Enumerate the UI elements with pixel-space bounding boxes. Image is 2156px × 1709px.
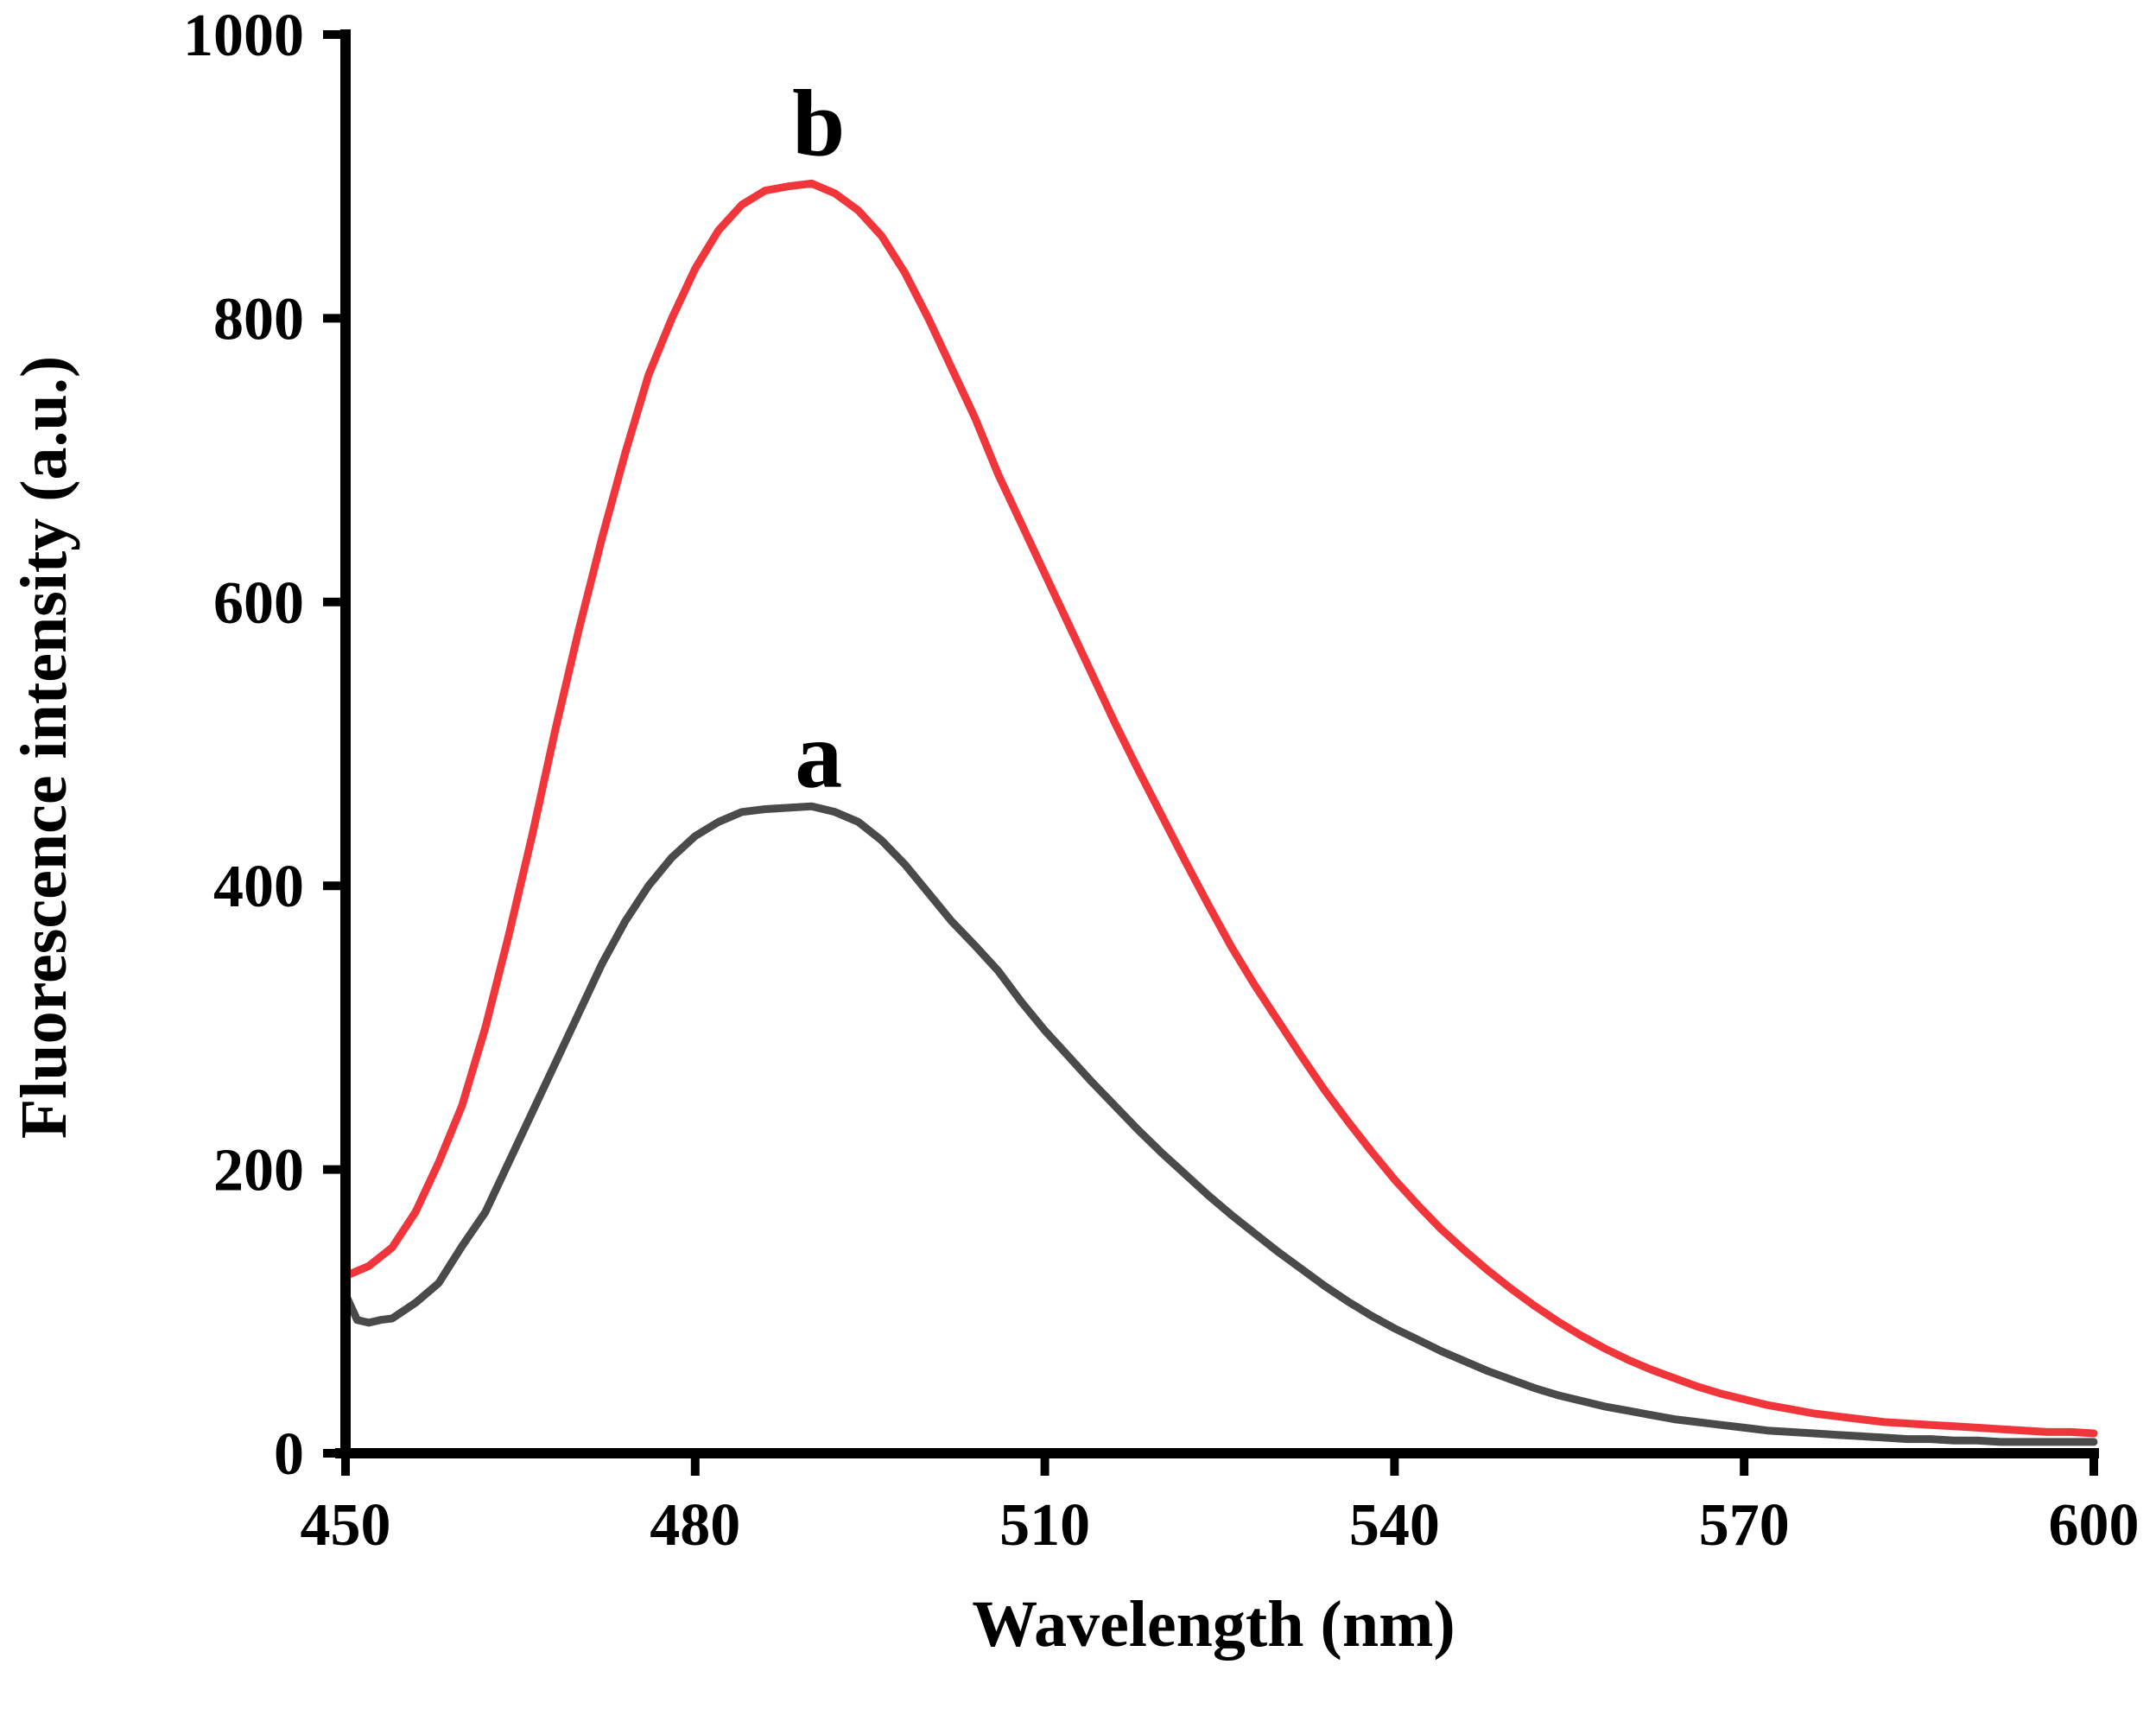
series-line-b (341, 179, 2098, 1438)
x-tick-label-450: 450 (301, 1492, 391, 1559)
series-line-a (341, 802, 2098, 1446)
x-tick-label-600: 600 (2049, 1492, 2140, 1559)
y-tick-label-400: 400 (213, 854, 304, 920)
ticks-layer (323, 30, 2098, 1476)
x-tick-label-510: 510 (999, 1492, 1090, 1559)
y-tick-label-800: 800 (213, 286, 304, 353)
x-axis-title: Wavelength (nm) (972, 1588, 1455, 1661)
series-layer (341, 179, 2098, 1446)
x-tick-label-480: 480 (650, 1492, 740, 1559)
series-label-b: b (792, 71, 845, 176)
labels-layer: 450 480 510 540 570 600 0 200 400 600 800 1000 (183, 3, 2140, 1559)
y-tick-label-0: 0 (274, 1421, 304, 1488)
y-tick-label-600: 600 (213, 570, 304, 637)
series-label-a: a (795, 702, 842, 807)
y-axis-title: Fluorescence intensity (a.u.) (8, 356, 80, 1139)
y-tick-label-1000: 1000 (183, 3, 304, 69)
x-tick-label-570: 570 (1699, 1492, 1790, 1559)
y-tick-label-200: 200 (213, 1138, 304, 1204)
x-tick-label-540: 540 (1349, 1492, 1440, 1559)
annotation-layer: ab (792, 71, 845, 808)
